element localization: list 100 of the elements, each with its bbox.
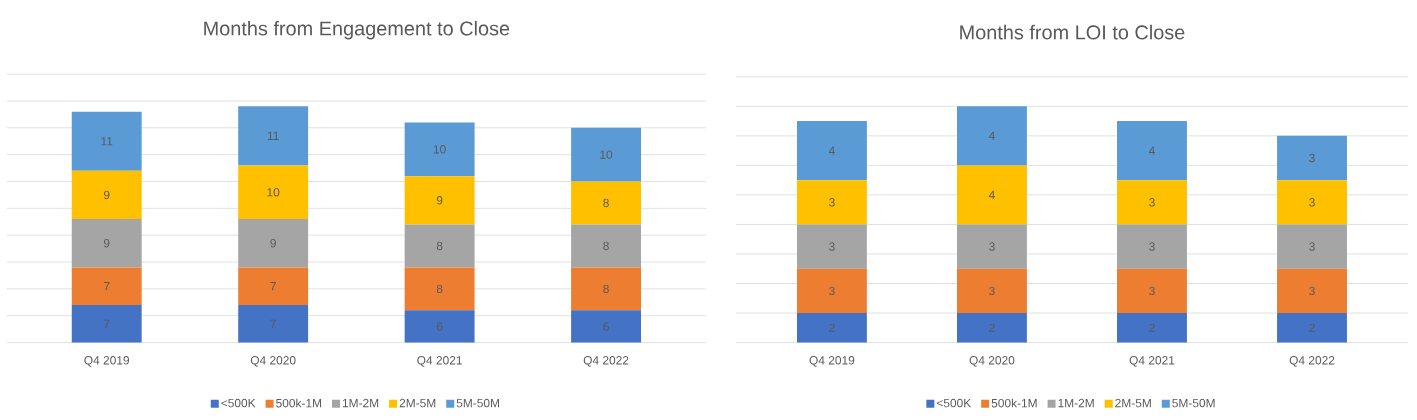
- bar: [571, 127, 642, 182]
- bar: [71, 267, 142, 305]
- data-label: 4: [828, 146, 835, 155]
- data-label: 3: [1309, 242, 1315, 251]
- data-label: 10: [600, 150, 613, 159]
- x-tick-label: Q4 2021: [1129, 355, 1175, 367]
- x-tick-label: Q4 2020: [250, 355, 296, 367]
- bar: [1277, 179, 1347, 225]
- bar: [571, 181, 642, 225]
- legend-label: 500k-1M: [991, 398, 1037, 408]
- data-label: 10: [433, 144, 446, 154]
- bar: [1277, 224, 1347, 269]
- legend-label: 2M-5M: [1115, 398, 1151, 408]
- data-label: 3: [989, 242, 995, 251]
- bar: [238, 218, 309, 268]
- bar: [1117, 179, 1187, 225]
- data-label: 9: [103, 190, 110, 199]
- data-label: 2: [1149, 323, 1155, 332]
- data-label: 3: [1149, 242, 1155, 251]
- x-tick-label: Q4 2019: [809, 355, 855, 367]
- bar: [1117, 312, 1187, 343]
- x-tick-label: Q4 2022: [583, 355, 629, 367]
- legend-label: <500K: [936, 398, 972, 408]
- bar: [1117, 120, 1187, 180]
- legend-label: 1M-2M: [1058, 398, 1094, 407]
- bar: [238, 267, 309, 305]
- bar: [404, 310, 475, 343]
- bar: [956, 268, 1027, 313]
- bar: [404, 175, 475, 225]
- bar: [956, 106, 1027, 166]
- data-label: 7: [103, 281, 110, 291]
- bar: [404, 267, 475, 311]
- x-tick-label: Q4 2021: [417, 355, 462, 367]
- x-tick-label: Q4 2020: [969, 355, 1015, 367]
- data-label: 7: [103, 319, 110, 328]
- data-label: 3: [829, 242, 835, 251]
- bar: [404, 122, 475, 176]
- bar: [1277, 268, 1347, 313]
- bar: [796, 312, 867, 343]
- bar: [571, 310, 642, 343]
- x-tick-label: Q4 2019: [84, 355, 130, 367]
- data-label: 9: [270, 238, 276, 248]
- bar: [71, 170, 142, 219]
- data-label: 3: [1149, 197, 1155, 207]
- data-label: 4: [988, 131, 995, 140]
- chart-title: Months from LOI to Close: [960, 24, 1185, 40]
- bar: [238, 165, 309, 219]
- data-label: 11: [267, 131, 279, 140]
- data-label: 8: [603, 198, 609, 207]
- bar: [71, 111, 142, 171]
- data-label: 2: [989, 323, 995, 332]
- legend-label: 5M-50M: [1172, 398, 1215, 408]
- data-label: 3: [829, 197, 835, 207]
- data-label: 4: [1148, 146, 1155, 155]
- data-label: 2: [829, 323, 835, 332]
- bar: [796, 268, 867, 313]
- data-label: 8: [436, 241, 443, 250]
- data-label: 3: [829, 286, 835, 295]
- bar: [956, 165, 1027, 225]
- bar: [238, 106, 309, 166]
- data-label: 3: [989, 286, 995, 295]
- data-label: 10: [267, 187, 280, 197]
- data-label: 3: [1309, 286, 1315, 295]
- data-label: 7: [270, 319, 276, 328]
- data-label: 8: [436, 284, 443, 293]
- data-label: 2: [1309, 323, 1315, 332]
- bar: [238, 304, 309, 343]
- bar: [1117, 268, 1187, 313]
- legend-label: 1M-2M: [342, 398, 379, 407]
- bar: [1277, 312, 1347, 343]
- data-label: 7: [270, 281, 276, 291]
- bar: [571, 224, 642, 268]
- x-tick-label: Q4 2022: [1289, 355, 1335, 367]
- data-label: 9: [436, 195, 443, 205]
- data-label: 6: [436, 322, 443, 331]
- bar: [71, 304, 142, 343]
- legend-label: <500K: [221, 398, 256, 408]
- data-label: 8: [603, 241, 609, 250]
- data-label: 8: [603, 284, 609, 293]
- data-label: 11: [101, 136, 113, 146]
- data-label: 9: [103, 238, 110, 248]
- bar: [1277, 135, 1347, 180]
- legend-label: 5M-50M: [456, 398, 499, 408]
- legend-label: 2M-5M: [399, 398, 436, 408]
- bar: [796, 179, 867, 225]
- bar: [71, 218, 142, 268]
- bar: [1117, 224, 1187, 269]
- bar: [956, 312, 1027, 343]
- data-label: 3: [1309, 153, 1315, 163]
- bar: [796, 120, 867, 180]
- data-label: 3: [1309, 197, 1315, 207]
- bar: [796, 224, 867, 269]
- bar: [404, 224, 475, 268]
- legend-label: 500k-1M: [276, 398, 322, 408]
- chart-title: Months from Engagement to Close: [204, 20, 510, 40]
- data-label: 6: [603, 322, 609, 331]
- data-label: 4: [988, 190, 995, 199]
- bar: [956, 224, 1027, 269]
- bar: [571, 267, 642, 311]
- data-label: 3: [1149, 286, 1155, 295]
